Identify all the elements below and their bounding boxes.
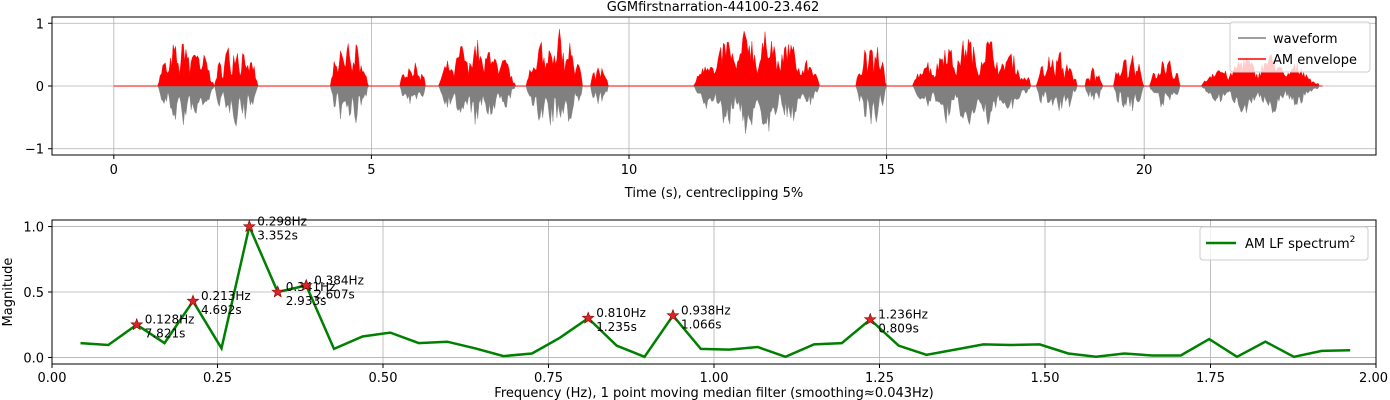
waveform-segment [1035, 85, 1078, 112]
peak-marker [581, 311, 595, 324]
peak-period-label: 1.066s [681, 318, 722, 332]
am-envelope-segment [525, 29, 583, 87]
peak-marker [271, 285, 285, 298]
waveform-segment [1084, 85, 1104, 101]
waveform-segment [438, 85, 517, 125]
peak-frequency-label: 0.938Hz [681, 304, 731, 318]
am-envelope-segment [1113, 55, 1145, 87]
am-envelope-segment [399, 62, 426, 87]
spectrum-x-tick-label: 1.00 [700, 371, 729, 386]
waveform-x-tick-label: 0 [110, 163, 118, 178]
spectrum-x-tick-label: 0.25 [203, 371, 232, 386]
waveform-segment [590, 85, 609, 104]
legend-am-envelope-label: AM envelope [1273, 53, 1357, 68]
spectrum-legend: AM LF spectrum2 [1199, 226, 1369, 261]
legend-spectrum-label: AM LF spectrum2 [1245, 235, 1355, 252]
am-envelope-segment [1084, 67, 1104, 87]
waveform-segment [1200, 85, 1320, 114]
am-envelope-segment [590, 66, 609, 87]
spectrum-x-tick-label: 0.75 [534, 371, 563, 386]
legend-waveform-label: waveform [1273, 32, 1338, 47]
peak-frequency-label: 0.128Hz [145, 313, 195, 327]
chart-title: GGMfirstnarration-44100-23.462 [607, 0, 820, 15]
legend-spectrum-superscript: 2 [1350, 235, 1356, 245]
am-envelope-segment [693, 31, 820, 87]
waveform-segment [157, 85, 215, 126]
am-envelope-segment [438, 40, 516, 87]
waveform-y-tick-label: −1 [25, 143, 44, 158]
spectrum-x-axis-label: Frequency (Hz), 1 point moving median fi… [494, 386, 933, 400]
am-envelope-segment [157, 43, 215, 87]
peak-frequency-label: 0.341Hz [286, 280, 336, 294]
peak-marker [242, 219, 256, 233]
legend-spectrum-name: AM LF spectrum [1245, 237, 1350, 252]
am-envelope-segment [329, 43, 370, 87]
am-envelope-segment [1149, 59, 1181, 87]
waveform-segment [399, 85, 426, 104]
peak-period-label: 4.692s [201, 303, 242, 317]
waveform-segment [329, 85, 370, 124]
spectrum-x-tick-label: 2.00 [1359, 371, 1388, 386]
spectrum-x-tick-label: 0.00 [38, 371, 67, 386]
waveform-segment [1113, 85, 1145, 112]
waveform-segment [855, 85, 887, 125]
spectrum-x-tick-label: 1.25 [865, 371, 894, 386]
spectrum-line [80, 222, 1351, 359]
spectrum-y-tick-label: 0.0 [23, 351, 44, 366]
spectrum-ticks: 0.00 0.25 0.50 0.75 1.00 1.25 1.50 1.75 2.00 0.0 0… [23, 221, 1388, 386]
peak-period-label: 2.933s [286, 294, 327, 308]
waveform-x-tick-label: 15 [878, 163, 895, 178]
peak-marker [666, 308, 680, 322]
peak-marker [299, 278, 313, 291]
peak-frequency-label: 0.213Hz [201, 289, 251, 303]
spectrum-panel: 0.128Hz7.821s0.213Hz4.692s0.298Hz3.352s0… [1, 215, 1388, 400]
waveform-segment [1149, 85, 1181, 108]
spectrum-y-tick-label: 1.0 [23, 221, 44, 236]
waveform-legend: waveform AM envelope [1229, 21, 1371, 73]
peak-frequency-label: 1.236Hz [878, 307, 928, 321]
peak-period-label: 1.235s [596, 320, 637, 334]
waveform-segment [214, 85, 259, 127]
peak-period-label: 3.352s [257, 229, 298, 243]
spectrum-x-tick-label: 0.50 [369, 371, 398, 386]
peak-frequency-label: 0.384Hz [314, 273, 364, 287]
am-envelope-segment [912, 39, 1032, 87]
waveform-x-axis-label: Time (s), centreclipping 5% [624, 186, 803, 201]
spectrum-legend-box [1199, 226, 1369, 261]
waveform-segment [911, 85, 1032, 126]
peak-period-label: 0.809s [878, 321, 919, 335]
peak-frequency-label: 0.810Hz [596, 306, 646, 320]
am-envelope-segment [1035, 51, 1078, 87]
peak-marker [186, 294, 200, 307]
peak-frequency-label: 0.298Hz [257, 215, 307, 229]
peak-marker [863, 312, 877, 325]
spectrum-y-axis-label: Magnitude [1, 258, 16, 327]
waveform-x-tick-label: 5 [367, 163, 375, 178]
waveform-y-tick-label: 1 [36, 17, 44, 32]
waveform-segment [692, 85, 820, 134]
spectrum-x-tick-label: 1.75 [1196, 371, 1225, 386]
waveform-segment [525, 85, 583, 126]
spectrum-line-layer [80, 222, 1351, 359]
peak-period-label: 7.821s [145, 327, 186, 341]
peak-period-label: 2.607s [314, 287, 355, 301]
waveform-area [113, 29, 1323, 134]
spectrum-x-tick-label: 1.50 [1031, 371, 1060, 386]
waveform-panel: GGMfirstnarration-44100-23.462 0 5 10 15 201… [25, 0, 1377, 201]
waveform-x-tick-label: 10 [621, 163, 638, 178]
peak-marker [130, 317, 144, 331]
am-envelope-segment [855, 47, 887, 87]
spectrum-y-tick-label: 0.5 [23, 286, 44, 301]
waveform-y-tick-label: 0 [36, 80, 44, 95]
am-envelope-segment [214, 47, 259, 87]
waveform-x-tick-label: 20 [1136, 163, 1153, 178]
